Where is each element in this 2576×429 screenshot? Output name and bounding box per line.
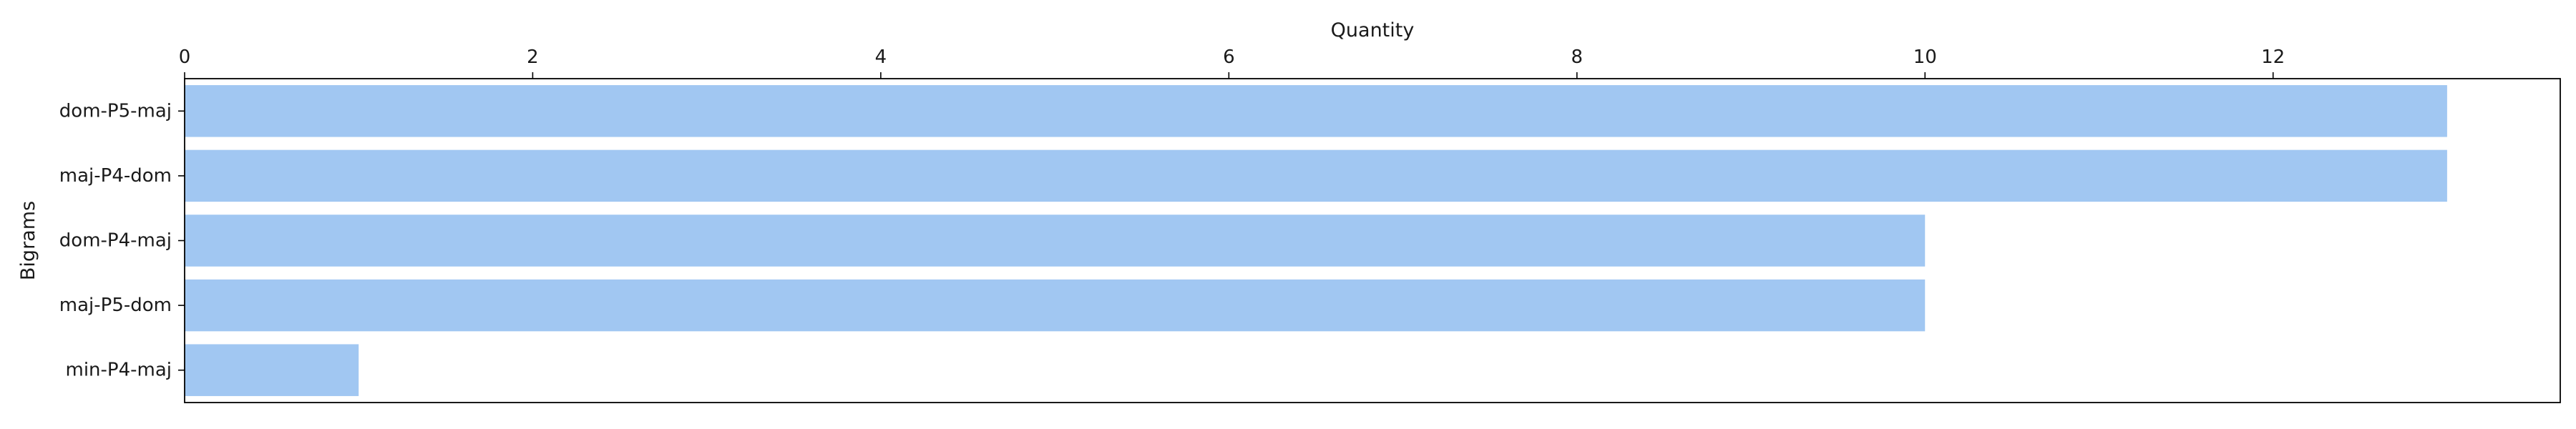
bar-maj-P5-dom <box>185 279 1926 332</box>
y-tick-label: maj-P5-dom <box>59 295 172 316</box>
bars-layer <box>185 85 2447 396</box>
bar-dom-P5-maj <box>185 85 2447 137</box>
y-tick-label: dom-P5-maj <box>59 100 172 122</box>
x-tick-label: 2 <box>527 46 539 68</box>
bar-maj-P4-dom <box>185 149 2447 202</box>
x-tick-label: 10 <box>1913 46 1937 68</box>
x-axis-title: Quantity <box>1331 19 1415 41</box>
x-tick-label: 8 <box>1571 46 1584 68</box>
x-tick-label: 6 <box>1223 46 1235 68</box>
axes-layer: dom-P5-maj maj-P4-dom dom-P4-maj maj-P5-dom… <box>59 46 2561 403</box>
y-tick-label: maj-P4-dom <box>59 165 172 187</box>
y-tick-label: min-P4-maj <box>66 360 172 381</box>
y-tick-label: dom-P4-maj <box>59 230 172 252</box>
x-tick-label: 4 <box>875 46 887 68</box>
y-axis-title: Bigrams <box>17 201 39 280</box>
bar-dom-P4-maj <box>185 214 1926 267</box>
bar-min-P4-maj <box>185 344 359 396</box>
x-tick-label: 0 <box>179 46 191 68</box>
x-tick-label: 12 <box>2261 46 2285 68</box>
plot-frame <box>184 78 2561 403</box>
